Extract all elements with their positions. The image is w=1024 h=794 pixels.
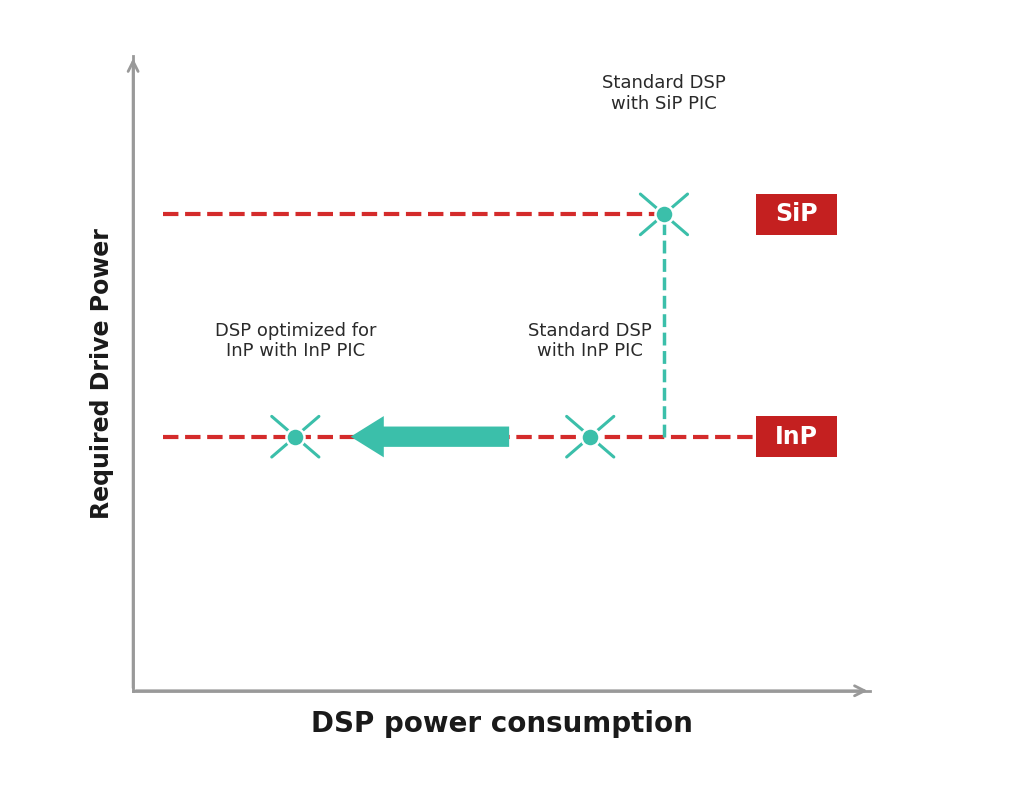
Text: SiP: SiP bbox=[775, 202, 818, 226]
Text: Standard DSP
with SiP PIC: Standard DSP with SiP PIC bbox=[602, 74, 726, 113]
FancyBboxPatch shape bbox=[756, 416, 838, 457]
FancyBboxPatch shape bbox=[756, 194, 838, 235]
X-axis label: DSP power consumption: DSP power consumption bbox=[311, 710, 692, 738]
Text: Standard DSP
with InP PIC: Standard DSP with InP PIC bbox=[528, 322, 652, 360]
Y-axis label: Required Drive Power: Required Drive Power bbox=[90, 228, 114, 518]
Text: DSP optimized for
InP with InP PIC: DSP optimized for InP with InP PIC bbox=[215, 322, 376, 360]
Text: InP: InP bbox=[775, 425, 818, 449]
FancyArrow shape bbox=[350, 416, 509, 457]
